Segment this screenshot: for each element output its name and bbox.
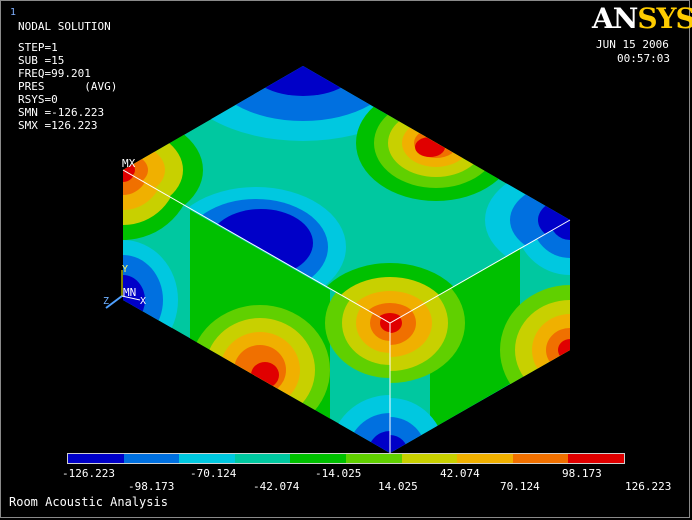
contour-legend-bar (67, 453, 625, 464)
legend-color-segment (401, 454, 458, 463)
legend-color-segment (179, 454, 235, 463)
legend-color-segment (123, 454, 180, 463)
solution-info: NODAL SOLUTION STEP=1 SUB =15 FREQ=99.20… (18, 20, 117, 132)
info-step: STEP=1 (18, 41, 58, 54)
ansys-logo: ANSYS (592, 2, 692, 35)
triad-z-label: Z (103, 296, 110, 307)
info-title: NODAL SOLUTION (18, 20, 111, 33)
legend-top-label: -14.025 (315, 467, 362, 480)
info-pres: PRES (AVG) (18, 80, 118, 93)
legend-top-label: -70.124 (190, 467, 237, 480)
date-label: JUN 15 2006 (596, 38, 669, 51)
box-edges (122, 169, 571, 453)
min-marker: MN (123, 286, 137, 299)
legend-color-segment (68, 454, 124, 463)
axis-triad (105, 270, 141, 309)
legend-color-segment (512, 454, 569, 463)
legend-color-segment (568, 454, 624, 463)
triad-x-label: X (140, 296, 147, 307)
legend-color-segment (345, 454, 402, 463)
legend-bottom-label: -98.173 (128, 480, 175, 493)
info-sub: SUB =15 (18, 54, 65, 67)
time-label: 00:57:03 (617, 52, 670, 65)
info-smx: SMX =126.223 (18, 119, 98, 132)
legend-bottom-label: -42.074 (253, 480, 300, 493)
max-marker: MX (122, 157, 136, 170)
legend-color-segment (457, 454, 513, 463)
legend-bottom-label: 126.223 (625, 480, 672, 493)
legend-color-segment (290, 454, 346, 463)
triad-y-label: Y (122, 264, 129, 275)
analysis-title: Room Acoustic Analysis (9, 495, 168, 509)
legend-top-label: 98.173 (562, 467, 602, 480)
legend-bottom-label: 14.025 (378, 480, 418, 493)
info-smn: SMN =-126.223 (18, 106, 105, 119)
legend-top-label: -126.223 (62, 467, 115, 480)
info-freq: FREQ=99.201 (18, 67, 91, 80)
legend-color-segment (234, 454, 291, 463)
window-number: 1 (10, 7, 17, 18)
legend-bottom-label: 70.124 (500, 480, 540, 493)
info-rsys: RSYS=0 (18, 93, 58, 106)
legend-top-label: 42.074 (440, 467, 480, 480)
